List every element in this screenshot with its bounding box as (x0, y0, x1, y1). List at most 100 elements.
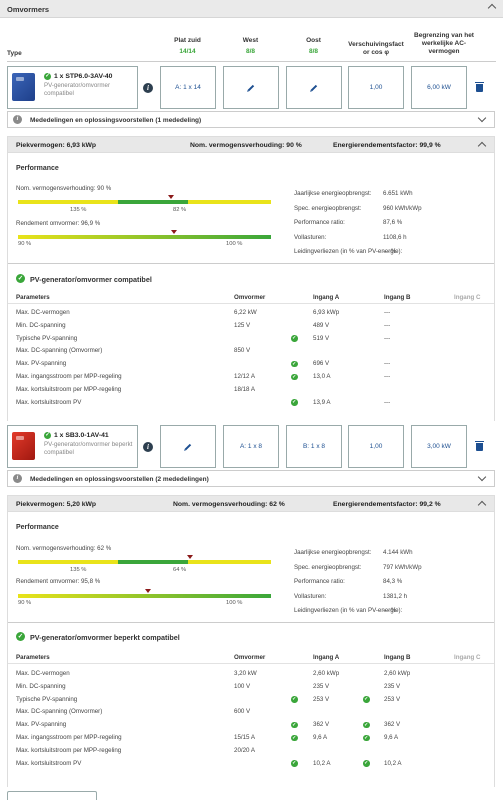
oost-edit-cell[interactable] (286, 66, 342, 109)
col-plat-zuid: Plat zuid 14/14 (160, 37, 215, 56)
trash-icon[interactable] (475, 441, 484, 451)
check-icon: ✓ (291, 734, 298, 741)
add-inverter-button[interactable] (7, 791, 97, 800)
chevron-down-icon[interactable] (477, 472, 487, 482)
input-a-value: 253 V (313, 695, 330, 703)
section-title: Omvormers (7, 5, 50, 14)
param-name: Max. DC-vermogen (16, 309, 70, 316)
nominal-ratio: Nom. vermogensverhouding: 62 % (173, 501, 285, 508)
param-name: Min. DC-spanning (16, 321, 66, 329)
info-icon[interactable]: i (143, 442, 153, 452)
param-name: Max. DC-spanning (Omvormer) (16, 708, 103, 716)
input-a-value: 489 V (313, 321, 330, 329)
cos-phi-cell[interactable]: 1,00 (348, 425, 404, 468)
west-edit-cell[interactable] (223, 66, 279, 109)
summary-bar[interactable]: Piekvermogen: 5,20 kWp Nom. vermogensver… (7, 495, 495, 512)
inverter-value: 15/15 A (234, 734, 255, 741)
check-icon: ✓ (44, 432, 51, 439)
inverter-card[interactable]: ✓ 1 x STP6.0-3AV-40 PV-generator/omvorme… (7, 66, 138, 109)
tick-label: 135 % (70, 207, 87, 213)
compat-title: PV-generator/omvormer beperkt compatibel (30, 633, 180, 642)
ratio-marker (168, 195, 174, 199)
inverter-value: 125 V (234, 321, 251, 329)
param-name: Max. DC-spanning (Omvormer) (16, 347, 103, 355)
stat-value: 1108,6 h (383, 234, 407, 241)
input-a-value: 2,60 kWp (313, 670, 340, 677)
efficiency-bar (18, 235, 271, 239)
ratio-bar-mid (118, 200, 188, 204)
summary-bar[interactable]: Piekvermogen: 6,93 kWp Nom. vermogensver… (7, 136, 495, 153)
input-b-value: 10,2 A (384, 759, 402, 767)
efficiency-label: Rendement omvormer: 95,8 % (16, 578, 101, 585)
ratio-label: Nom. vermogensverhouding: 90 % (16, 185, 112, 192)
ratio-bar-high (188, 560, 271, 564)
inverter-image (12, 432, 35, 460)
chevron-down-icon[interactable] (477, 113, 487, 123)
plat-zuid-cell[interactable]: A: 1 x 14 (160, 66, 216, 109)
stat-value: 960 kWh/kWp (383, 205, 422, 212)
oost-cell[interactable]: B: 1 x 8 (286, 425, 342, 468)
inverter-value: 18/18 A (234, 385, 255, 393)
tick-label: 90 % (18, 600, 32, 606)
input-a-value: 13,9 A (313, 398, 331, 406)
th-inverter: Omvormer (234, 294, 266, 301)
pencil-icon (247, 84, 255, 91)
plat-zuid-edit-cell[interactable] (160, 425, 216, 468)
count-plat-zuid: 14/14 (179, 48, 196, 55)
details-panel: Performance Nom. vermogensverhouding: 62… (7, 512, 495, 787)
divider (8, 663, 494, 664)
tick-label: 100 % (226, 600, 243, 606)
col-oost: Oost 8/8 (286, 37, 341, 56)
param-name: Max. kortsluitstroom per MPP-regeling (16, 746, 122, 754)
peak-power: Piekvermogen: 6,93 kWp (16, 142, 97, 149)
tick-label: 64 % (173, 567, 187, 573)
th-parameters: Parameters (16, 654, 50, 661)
trash-icon[interactable] (475, 82, 484, 92)
input-b-value: 253 V (384, 695, 401, 703)
pencil-icon (310, 84, 318, 91)
ratio-label: Nom. vermogensverhouding: 62 % (16, 545, 112, 552)
check-icon: ✓ (291, 760, 298, 767)
section-header[interactable]: Omvormers (0, 0, 503, 18)
inverter-card[interactable]: ✓ 1 x SB3.0-1AV-41 PV-generator/omvormer… (7, 425, 138, 468)
stat-value: 6.651 kWh (383, 190, 413, 197)
stat-label: Leidingverliezen (in % van PV-energie): (294, 607, 403, 614)
th-input-a: Ingang A (313, 294, 340, 301)
param-name: Max. DC-vermogen (16, 670, 70, 677)
input-a-value: 13,0 A (313, 373, 331, 380)
inverter-value: 850 V (234, 347, 251, 355)
west-cell[interactable]: A: 1 x 8 (223, 425, 279, 468)
details-panel: Performance Nom. vermogensverhouding: 90… (7, 153, 495, 421)
ac-power-cell[interactable]: 6,00 kW (411, 66, 467, 109)
ac-power-cell[interactable]: 3,00 kW (411, 425, 467, 468)
chevron-up-icon[interactable] (477, 141, 487, 151)
check-icon: ✓ (16, 632, 25, 641)
param-name: Min. DC-spanning (16, 682, 66, 690)
input-a-value: 235 V (313, 682, 330, 690)
th-input-b: Ingang B (384, 294, 411, 301)
input-b-value: --- (384, 373, 391, 380)
check-icon: ✓ (44, 73, 51, 80)
chevron-up-icon[interactable] (487, 3, 497, 13)
stat-label: Performance ratio: (294, 219, 345, 226)
chevron-up-icon[interactable] (477, 500, 487, 510)
check-icon: ✓ (291, 360, 298, 368)
check-icon: ✓ (291, 335, 298, 342)
param-name: Max. kortsluitstroom per MPP-regeling (16, 385, 122, 393)
input-a-value: 696 V (313, 360, 330, 368)
messages-toggle[interactable]: i Mededelingen en oplossingsvoorstellen … (7, 470, 495, 487)
input-b-value: --- (384, 398, 391, 406)
cos-phi-cell[interactable]: 1,00 (348, 66, 404, 109)
param-name: Max. PV-spanning (16, 360, 67, 368)
info-icon: i (13, 474, 22, 483)
param-name: Max. ingangsstroom per MPP-regeling (16, 734, 122, 741)
energy-efficiency: Energierendementsfactor: 99,9 % (333, 142, 441, 149)
nominal-ratio: Nom. vermogensverhouding: 90 % (190, 142, 302, 149)
info-icon[interactable]: i (143, 83, 153, 93)
efficiency-label: Rendement omvormer: 96,9 % (16, 220, 101, 227)
param-name: Typische PV-spanning (16, 334, 78, 342)
param-name: Max. ingangsstroom per MPP-regeling (16, 373, 122, 380)
messages-toggle[interactable]: i Mededelingen en oplossingsvoorstellen … (7, 111, 495, 128)
tick-label: 82 % (173, 207, 187, 213)
